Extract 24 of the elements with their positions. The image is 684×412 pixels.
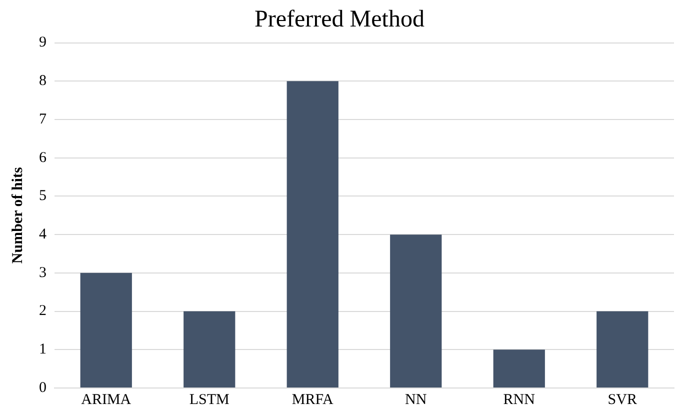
x-tick-label: RNN (503, 392, 536, 408)
y-tick-label: 4 (39, 226, 47, 243)
y-tick-label: 8 (39, 73, 46, 90)
bar (80, 272, 132, 388)
x-tick-label: NN (405, 392, 427, 408)
bar (390, 234, 442, 388)
y-tick-label: 7 (39, 111, 47, 128)
bar (596, 311, 648, 388)
chart-title: Preferred Method (254, 6, 424, 33)
x-tick-label: MRFA (292, 392, 334, 408)
y-tick-label: 5 (39, 188, 46, 204)
y-tick-label: 1 (39, 342, 46, 358)
bar (286, 81, 338, 388)
y-tick-label: 3 (39, 264, 46, 281)
y-tick-label: 6 (39, 150, 47, 166)
x-tick-label: ARIMA (81, 392, 132, 408)
y-tick-label: 2 (39, 303, 46, 320)
bar (493, 350, 545, 388)
bar (184, 311, 236, 388)
y-tick-label: 9 (39, 34, 46, 51)
x-tick-label: SVR (608, 392, 637, 408)
y-tick-label: 0 (39, 380, 46, 396)
x-tick-label: LSTM (189, 392, 230, 408)
y-axis-title: Number of hits (10, 167, 26, 264)
